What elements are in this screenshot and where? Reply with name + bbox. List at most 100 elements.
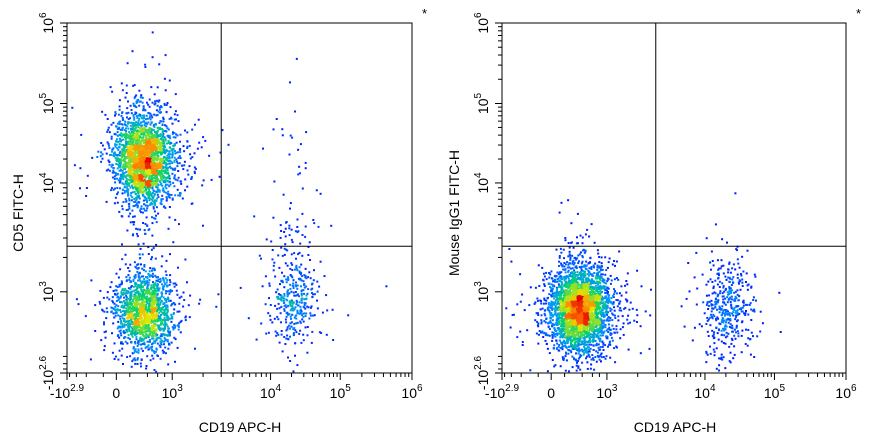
event-dot (631, 307, 634, 310)
event-dot (119, 315, 122, 318)
event-dot (171, 198, 174, 201)
event-dot (151, 222, 154, 225)
event-dot (120, 315, 123, 318)
event-dot (147, 316, 150, 319)
event-dot (264, 303, 267, 306)
event-dot (171, 156, 174, 159)
event-dot (316, 307, 319, 310)
event-dot (138, 314, 141, 317)
event-dot (128, 130, 131, 133)
event-dot (121, 347, 124, 350)
event-dot (121, 310, 124, 312)
event-dot (171, 122, 174, 125)
event-dot (173, 285, 176, 288)
event-dot (274, 275, 277, 278)
event-dot (131, 209, 134, 212)
event-dot (160, 149, 163, 152)
event-dot (175, 118, 177, 121)
event-dot (128, 149, 131, 152)
event-dot (143, 343, 146, 346)
event-dot (153, 352, 156, 355)
event-dot (139, 315, 142, 318)
event-dot (127, 127, 130, 130)
event-dot (160, 106, 163, 109)
event-dot (295, 281, 297, 284)
event-dot (110, 135, 113, 138)
event-dot (145, 149, 148, 152)
event-dot (147, 103, 150, 106)
event-dot (597, 356, 600, 359)
event-dot (286, 326, 289, 329)
event-dot (285, 321, 288, 324)
event-dot (156, 149, 159, 152)
event-dot (160, 340, 163, 343)
event-dot (139, 171, 142, 174)
event-dot (143, 335, 146, 338)
event-dot (136, 141, 139, 144)
event-dot (156, 309, 159, 311)
event-dot (300, 279, 303, 282)
event-dot (281, 271, 283, 274)
event-dot (151, 182, 154, 184)
event-dot (128, 171, 131, 174)
event-dot (149, 359, 152, 362)
event-dot (152, 205, 155, 208)
event-dot (173, 156, 176, 159)
event-dot (161, 255, 164, 258)
event-dot (303, 298, 306, 301)
event-dot (160, 295, 163, 298)
event-dot (139, 211, 142, 214)
event-dot (154, 350, 157, 353)
event-dot (118, 154, 121, 157)
event-dot (118, 152, 121, 154)
event-dot (139, 317, 142, 320)
event-dot (128, 328, 131, 331)
event-dot (116, 201, 119, 204)
event-dot (154, 177, 157, 180)
event-dot (126, 62, 129, 65)
event-dot (156, 152, 159, 155)
event-dot (138, 185, 141, 188)
event-dot (167, 195, 170, 198)
event-dot (150, 305, 153, 308)
event-dot (304, 302, 307, 305)
event-dot (166, 163, 169, 166)
event-dot (151, 179, 154, 182)
event-dot (289, 309, 292, 312)
event-dot (133, 191, 136, 193)
event-dot (132, 314, 135, 317)
event-dot (176, 310, 179, 313)
event-dot (141, 211, 144, 214)
event-dot (110, 281, 113, 284)
event-dot (166, 309, 169, 312)
event-dot (137, 279, 139, 282)
event-dot (291, 306, 294, 309)
event-dot (385, 285, 388, 288)
event-dot (613, 288, 615, 291)
event-dot (154, 300, 157, 303)
event-dot (147, 145, 150, 148)
event-dot (133, 293, 136, 296)
event-dot (139, 207, 142, 210)
event-dot (158, 126, 161, 129)
event-dot (79, 187, 81, 190)
event-dot (285, 312, 288, 315)
event-dot (114, 309, 117, 312)
event-dot (294, 329, 297, 332)
event-dot (605, 269, 608, 272)
event-dot (123, 296, 125, 299)
event-dot (168, 79, 171, 82)
event-dot (253, 215, 256, 218)
event-dot (159, 327, 162, 330)
event-dot (153, 217, 156, 220)
event-dot (152, 308, 155, 311)
event-dot (313, 269, 315, 272)
event-dot (164, 322, 167, 324)
event-dot (136, 160, 139, 163)
event-dot (114, 187, 116, 190)
event-dot (149, 293, 152, 295)
event-dot (146, 207, 149, 210)
event-dot (178, 155, 181, 158)
event-dot (135, 163, 138, 166)
event-dot (141, 281, 144, 284)
